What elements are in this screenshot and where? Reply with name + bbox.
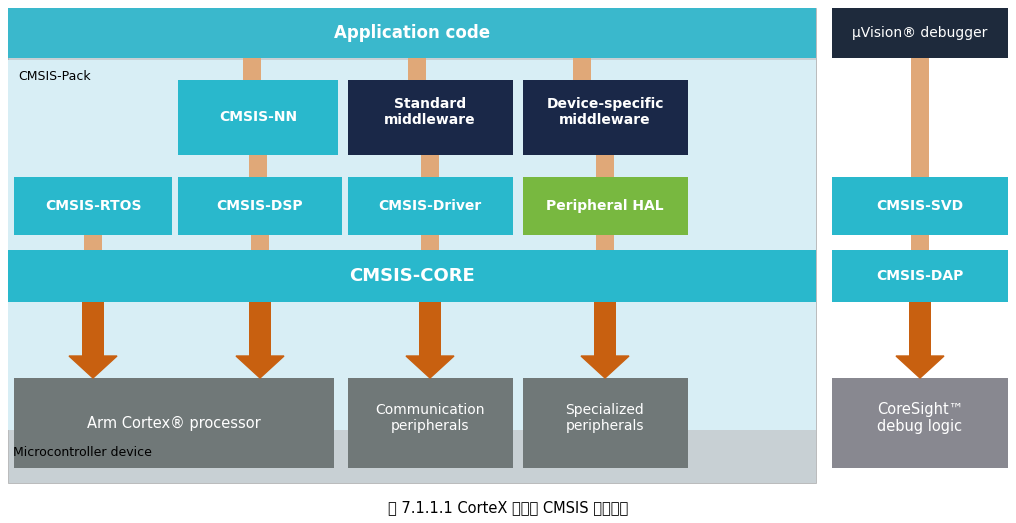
Text: 图 7.1.1.1 CorteX 芯片的 CMSIS 分级实现: 图 7.1.1.1 CorteX 芯片的 CMSIS 分级实现	[388, 501, 628, 516]
Text: Microcontroller device: Microcontroller device	[12, 447, 151, 460]
Bar	[8, 60, 816, 430]
Text: Specialized
peripherals: Specialized peripherals	[566, 403, 644, 433]
Bar	[14, 378, 334, 468]
Text: CMSIS-NN: CMSIS-NN	[218, 110, 297, 124]
Bar	[523, 80, 688, 155]
Bar	[251, 235, 269, 250]
Bar	[596, 235, 614, 250]
Bar	[419, 302, 441, 356]
Bar	[421, 155, 439, 177]
Bar	[178, 177, 342, 235]
Polygon shape	[236, 356, 284, 378]
Bar	[832, 8, 1008, 58]
Polygon shape	[581, 356, 629, 378]
Bar	[523, 177, 688, 235]
Text: CoreSight™
debug logic: CoreSight™ debug logic	[877, 402, 963, 434]
Bar	[243, 58, 261, 80]
Bar	[249, 155, 267, 177]
Text: CMSIS-Driver: CMSIS-Driver	[378, 199, 482, 213]
Text: Application code: Application code	[334, 24, 490, 42]
Bar	[84, 235, 102, 250]
Bar	[911, 58, 929, 250]
Bar	[594, 302, 616, 356]
Bar	[832, 250, 1008, 302]
Text: Standard
middleware: Standard middleware	[384, 97, 475, 127]
Polygon shape	[69, 356, 117, 378]
Bar	[348, 378, 513, 468]
Polygon shape	[406, 356, 454, 378]
Bar	[82, 302, 104, 356]
Bar	[408, 58, 426, 80]
Bar	[573, 58, 591, 80]
Bar	[348, 80, 513, 155]
Text: CMSIS-Pack: CMSIS-Pack	[18, 70, 91, 83]
Bar	[8, 8, 816, 58]
Bar	[14, 177, 172, 235]
Bar	[8, 250, 816, 302]
Text: Arm Cortex® processor: Arm Cortex® processor	[87, 415, 261, 430]
Text: Device-specific
middleware: Device-specific middleware	[547, 97, 663, 127]
Text: CMSIS-CORE: CMSIS-CORE	[350, 267, 474, 285]
Bar	[8, 8, 816, 483]
Text: CMSIS-DAP: CMSIS-DAP	[877, 269, 964, 283]
Bar	[178, 80, 338, 155]
Text: μVision® debugger: μVision® debugger	[852, 26, 988, 40]
Bar	[523, 378, 688, 468]
Text: Peripheral HAL: Peripheral HAL	[547, 199, 663, 213]
Bar	[832, 378, 1008, 468]
Text: CMSIS-SVD: CMSIS-SVD	[877, 199, 963, 213]
Bar	[909, 302, 931, 356]
Text: CMSIS-RTOS: CMSIS-RTOS	[45, 199, 141, 213]
Bar	[348, 177, 513, 235]
Bar	[249, 302, 271, 356]
Bar	[596, 155, 614, 177]
Text: Communication
peripherals: Communication peripherals	[375, 403, 485, 433]
Text: CMSIS-DSP: CMSIS-DSP	[216, 199, 304, 213]
Bar	[421, 235, 439, 250]
Bar	[832, 177, 1008, 235]
Polygon shape	[896, 356, 944, 378]
